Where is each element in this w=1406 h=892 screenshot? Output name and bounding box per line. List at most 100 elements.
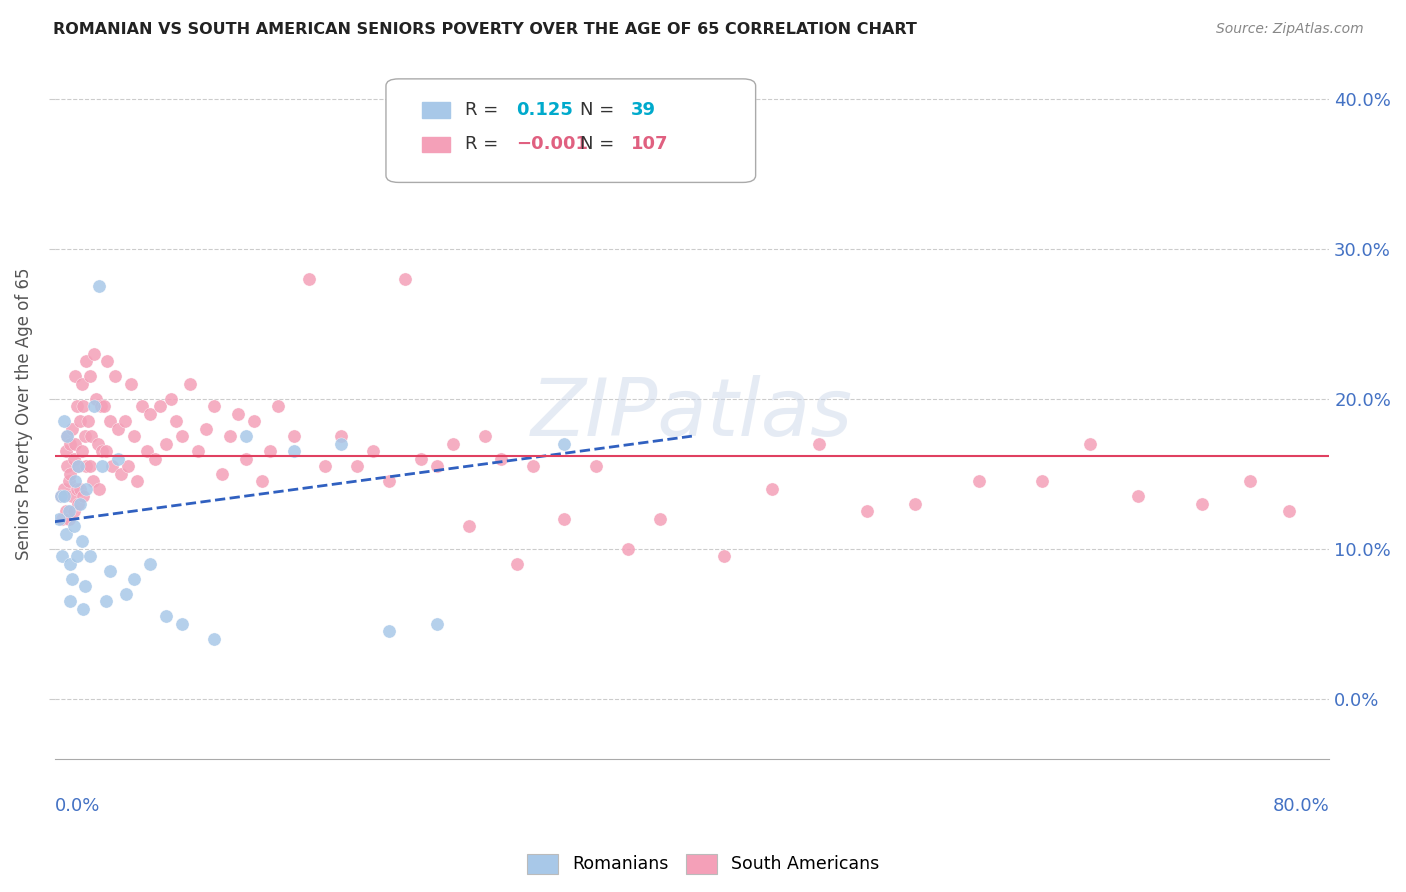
- Point: [66, 549, 89, 564]
- Point: [139, 557, 162, 571]
- Point: [67, 459, 90, 474]
- Point: [56, 429, 79, 443]
- Text: ROMANIAN VS SOUTH AMERICAN SENIORS POVERTY OVER THE AGE OF 65 CORRELATION CHART: ROMANIAN VS SOUTH AMERICAN SENIORS POVER…: [53, 22, 917, 37]
- Point: [55, 444, 77, 458]
- Point: [856, 504, 879, 518]
- Point: [194, 422, 217, 436]
- Point: [59, 557, 82, 571]
- Point: [808, 436, 831, 450]
- Point: [235, 429, 257, 443]
- Point: [165, 414, 187, 428]
- Point: [107, 451, 129, 466]
- Point: [96, 354, 118, 368]
- Point: [266, 399, 288, 413]
- Point: [1078, 436, 1101, 450]
- Point: [48, 511, 70, 525]
- Point: [56, 429, 79, 443]
- Point: [522, 459, 544, 474]
- Point: [1031, 474, 1053, 488]
- Point: [66, 482, 89, 496]
- Text: Source: ZipAtlas.com: Source: ZipAtlas.com: [1216, 22, 1364, 37]
- Point: [553, 436, 575, 450]
- Point: [79, 549, 101, 564]
- Point: [98, 564, 121, 578]
- Point: [136, 444, 159, 458]
- Point: [75, 354, 97, 368]
- Point: [1126, 489, 1149, 503]
- Point: [89, 279, 111, 293]
- Point: [1239, 474, 1261, 488]
- Y-axis label: Seniors Poverty Over the Age of 65: Seniors Poverty Over the Age of 65: [15, 268, 32, 560]
- Point: [155, 436, 177, 450]
- Point: [120, 376, 142, 391]
- Point: [80, 429, 103, 443]
- Point: [53, 482, 76, 496]
- Point: [298, 271, 321, 285]
- Point: [585, 459, 607, 474]
- Point: [51, 549, 73, 564]
- Point: [51, 511, 73, 525]
- Text: ZIPatlas: ZIPatlas: [531, 375, 853, 452]
- Point: [378, 624, 401, 639]
- Point: [94, 594, 117, 608]
- Text: −0.001: −0.001: [516, 136, 588, 153]
- Point: [65, 474, 87, 488]
- Point: [69, 414, 91, 428]
- Point: [553, 511, 575, 525]
- Point: [115, 587, 138, 601]
- Point: [65, 436, 87, 450]
- Point: [55, 526, 77, 541]
- Point: [53, 489, 76, 503]
- Point: [62, 451, 84, 466]
- Point: [59, 467, 82, 481]
- Point: [79, 459, 101, 474]
- Point: [904, 497, 927, 511]
- Point: [91, 459, 114, 474]
- Point: [72, 601, 94, 615]
- Point: [457, 519, 479, 533]
- Text: R =: R =: [465, 101, 503, 119]
- Point: [143, 451, 166, 466]
- Point: [94, 444, 117, 458]
- Point: [117, 459, 139, 474]
- Point: [474, 429, 496, 443]
- Point: [83, 399, 105, 413]
- Point: [346, 459, 368, 474]
- Point: [1191, 497, 1213, 511]
- Point: [62, 504, 84, 518]
- FancyBboxPatch shape: [387, 78, 755, 182]
- Point: [73, 429, 96, 443]
- Point: [505, 557, 527, 571]
- Point: [93, 399, 115, 413]
- Point: [648, 511, 671, 525]
- Point: [107, 422, 129, 436]
- Bar: [422, 136, 450, 152]
- Point: [73, 579, 96, 593]
- Point: [617, 541, 640, 556]
- Point: [82, 474, 104, 488]
- Point: [66, 399, 89, 413]
- Point: [49, 489, 72, 503]
- Point: [59, 594, 82, 608]
- Point: [70, 376, 93, 391]
- Point: [122, 572, 145, 586]
- Point: [75, 482, 97, 496]
- Point: [59, 436, 82, 450]
- Point: [86, 436, 108, 450]
- Point: [330, 436, 353, 450]
- Point: [211, 467, 233, 481]
- Point: [259, 444, 281, 458]
- Point: [69, 482, 91, 496]
- Point: [69, 497, 91, 511]
- Point: [70, 444, 93, 458]
- Point: [967, 474, 990, 488]
- Point: [70, 534, 93, 549]
- Point: [65, 369, 87, 384]
- Point: [55, 504, 77, 518]
- Point: [91, 444, 114, 458]
- Point: [110, 467, 132, 481]
- Point: [84, 392, 107, 406]
- Point: [170, 429, 193, 443]
- Point: [283, 429, 305, 443]
- Point: [89, 482, 111, 496]
